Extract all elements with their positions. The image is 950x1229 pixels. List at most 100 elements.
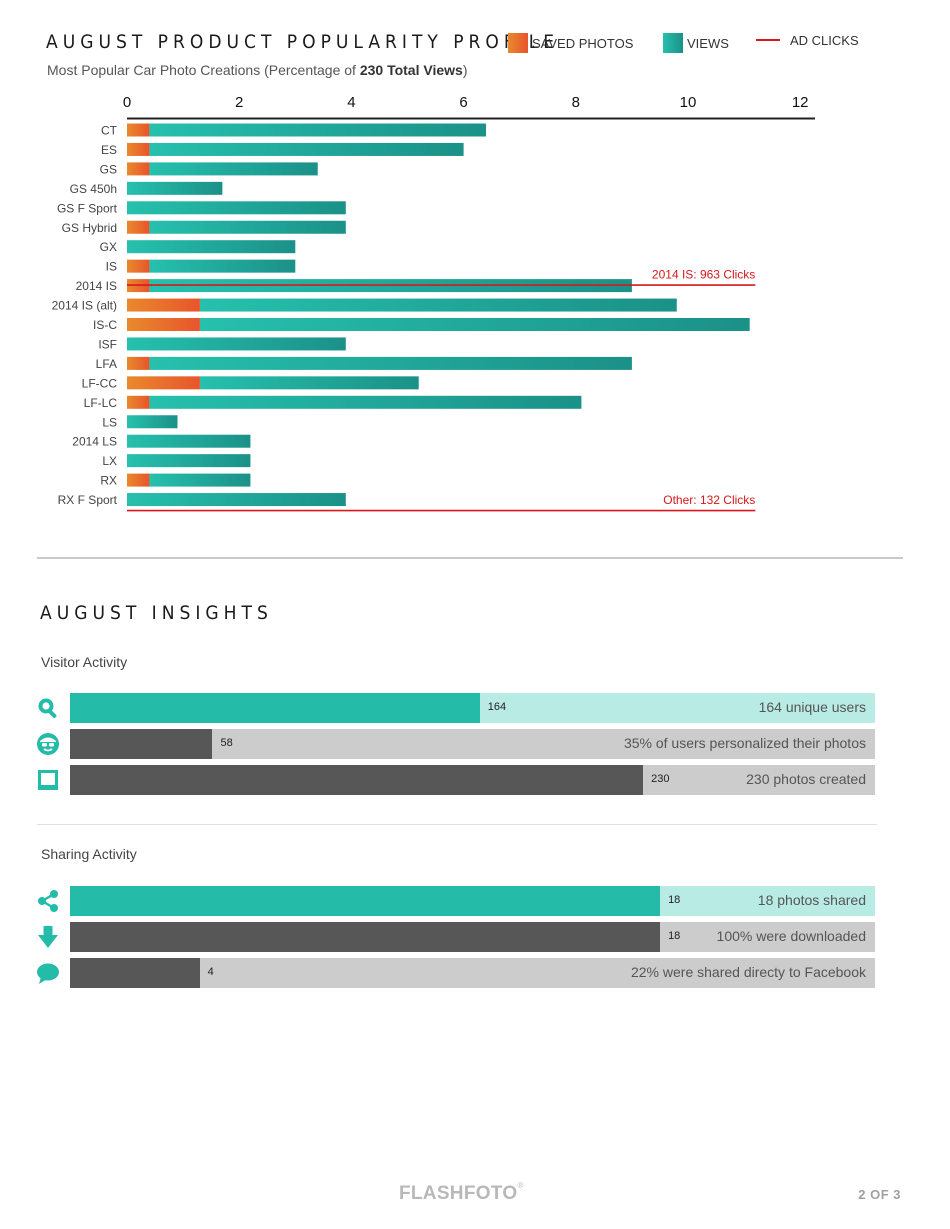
stat-bar-value: 164 <box>487 701 507 713</box>
saved-photos-bar <box>127 376 200 390</box>
views-bar <box>127 181 223 195</box>
views-bar <box>127 454 251 468</box>
category-label: 2014 IS (alt) <box>52 299 117 313</box>
saved-photos-bar <box>127 318 200 331</box>
legend-line-ad-clicks <box>756 39 780 41</box>
saved-photos-bar <box>127 162 150 176</box>
flashfoto-logo: FLASHFOTO® <box>399 1181 524 1205</box>
x-tick-label: 4 <box>347 94 355 111</box>
legend-saved-photos: SAVED PHOTOS <box>508 33 633 53</box>
x-tick-label: 0 <box>123 94 131 111</box>
saved-photos-bar <box>127 142 150 156</box>
stat-bar: 230 230 photos created <box>70 765 875 795</box>
category-label: 2014 LS <box>72 435 117 449</box>
category-label: 2014 IS <box>76 279 117 293</box>
stat-bar-track <box>70 958 875 988</box>
download-icon <box>36 925 60 949</box>
stat-bar-caption: 164 unique users <box>758 699 866 715</box>
magnifier-icon <box>36 696 60 720</box>
views-bar <box>199 318 750 331</box>
category-label: GX <box>100 240 117 254</box>
saved-photos-bar <box>127 395 150 409</box>
ad-click-annotations: 2014 IS: 963 Clicks Other: 132 Clicks <box>127 268 756 512</box>
category-labels: CT ES GS GS 450h GS F Sport GS Hybrid GX IS 2014… <box>52 124 118 508</box>
group-divider <box>37 824 877 825</box>
views-bar <box>149 395 582 409</box>
stat-bar-value: 4 <box>207 966 214 978</box>
views-bar <box>127 337 346 351</box>
ad-clicks-label: 2014 IS: 963 Clicks <box>652 268 755 282</box>
category-label: IS <box>106 260 117 274</box>
stat-bar-caption: 35% of users personalized their photos <box>623 735 866 751</box>
stat-bar-caption: 18 photos shared <box>757 892 866 908</box>
category-label: ES <box>101 143 117 157</box>
chart-title: AUGUST PRODUCT POPULARITY PROFILE <box>46 31 560 53</box>
section-divider <box>37 557 903 559</box>
popularity-bar-chart: 0 2 4 6 8 10 12 CT ES GS GS 450h GS F Sport GS Hybr… <box>52 94 815 512</box>
stat-bar-caption: 230 photos created <box>746 771 866 787</box>
saved-photos-bar <box>127 123 150 137</box>
views-bar <box>127 493 346 507</box>
stat-bar-fill <box>70 958 200 988</box>
stat-bar-value: 18 <box>668 894 681 906</box>
legend-label-views: VIEWS <box>687 35 729 51</box>
category-label: GS F Sport <box>57 201 118 215</box>
views-bar <box>149 356 632 370</box>
category-label: RX F Sport <box>58 493 118 507</box>
category-label: LF-LC <box>84 396 118 410</box>
x-tick-label: 8 <box>572 94 580 111</box>
x-tick-label: 10 <box>680 94 697 111</box>
category-label: LFA <box>96 357 117 371</box>
saved-photos-bar <box>127 220 150 234</box>
brand-name: FLASHFOTO <box>399 1183 518 1204</box>
stat-bar-fill <box>70 886 661 916</box>
category-label: GS <box>100 162 117 176</box>
subtitle-suffix: ) <box>462 62 468 78</box>
views-bar <box>149 473 251 487</box>
views-bar <box>127 201 346 215</box>
page-number: 2 OF 3 <box>858 1187 901 1202</box>
views-bar <box>127 240 296 254</box>
views-bar <box>149 142 464 156</box>
stat-bar-caption: 22% were shared directy to Facebook <box>630 964 866 980</box>
saved-photos-bar <box>127 473 150 487</box>
insights-title: AUGUST INSIGHTS <box>40 602 273 624</box>
legend-views: VIEWS <box>663 33 729 53</box>
subtitle-prefix: Most Popular Car Photo Creations (Percen… <box>47 62 360 78</box>
subtitle-total-views: 230 Total Views <box>359 62 463 78</box>
speech-bubble-icon <box>36 961 60 985</box>
category-label: LS <box>102 415 117 429</box>
views-bar <box>199 298 677 312</box>
legend-ad-clicks: AD CLICKS <box>756 30 859 50</box>
x-tick-label: 2 <box>235 94 243 111</box>
x-axis-ticks: 0 2 4 6 8 10 12 <box>123 94 809 111</box>
category-label: RX <box>100 474 117 488</box>
x-tick-label: 12 <box>792 94 809 111</box>
stat-bar-fill <box>70 693 480 723</box>
views-bar <box>149 259 296 273</box>
stat-bar-fill <box>70 729 213 759</box>
bar-marks <box>127 123 750 507</box>
visitor-activity-label: Visitor Activity <box>41 654 128 670</box>
views-bar <box>127 415 178 429</box>
legend-label-saved: SAVED PHOTOS <box>532 35 634 51</box>
category-label: ISF <box>98 337 117 351</box>
share-icon <box>36 889 60 913</box>
stat-bar: 58 35% of users personalized their photos <box>70 729 875 759</box>
category-label: LX <box>102 454 117 468</box>
chart-subtitle: Most Popular Car Photo Creations (Percen… <box>47 62 467 78</box>
stat-bar-value: 58 <box>220 737 233 749</box>
saved-photos-bar <box>127 259 150 273</box>
saved-photos-bar <box>127 356 150 370</box>
stat-bar: 4 22% were shared directy to Facebook <box>70 958 875 988</box>
category-label: LF-CC <box>82 376 118 390</box>
ad-clicks-label: Other: 132 Clicks <box>663 493 755 507</box>
category-label: GS 450h <box>70 182 117 196</box>
stat-bar: 18 18 photos shared <box>70 886 875 916</box>
category-label: IS-C <box>93 318 117 332</box>
stat-bar-caption: 100% were downloaded <box>716 928 866 944</box>
stat-bar: 18 100% were downloaded <box>70 922 875 952</box>
views-bar <box>149 162 318 176</box>
stat-bar-value: 18 <box>668 930 681 942</box>
legend-swatch-saved <box>508 33 528 53</box>
